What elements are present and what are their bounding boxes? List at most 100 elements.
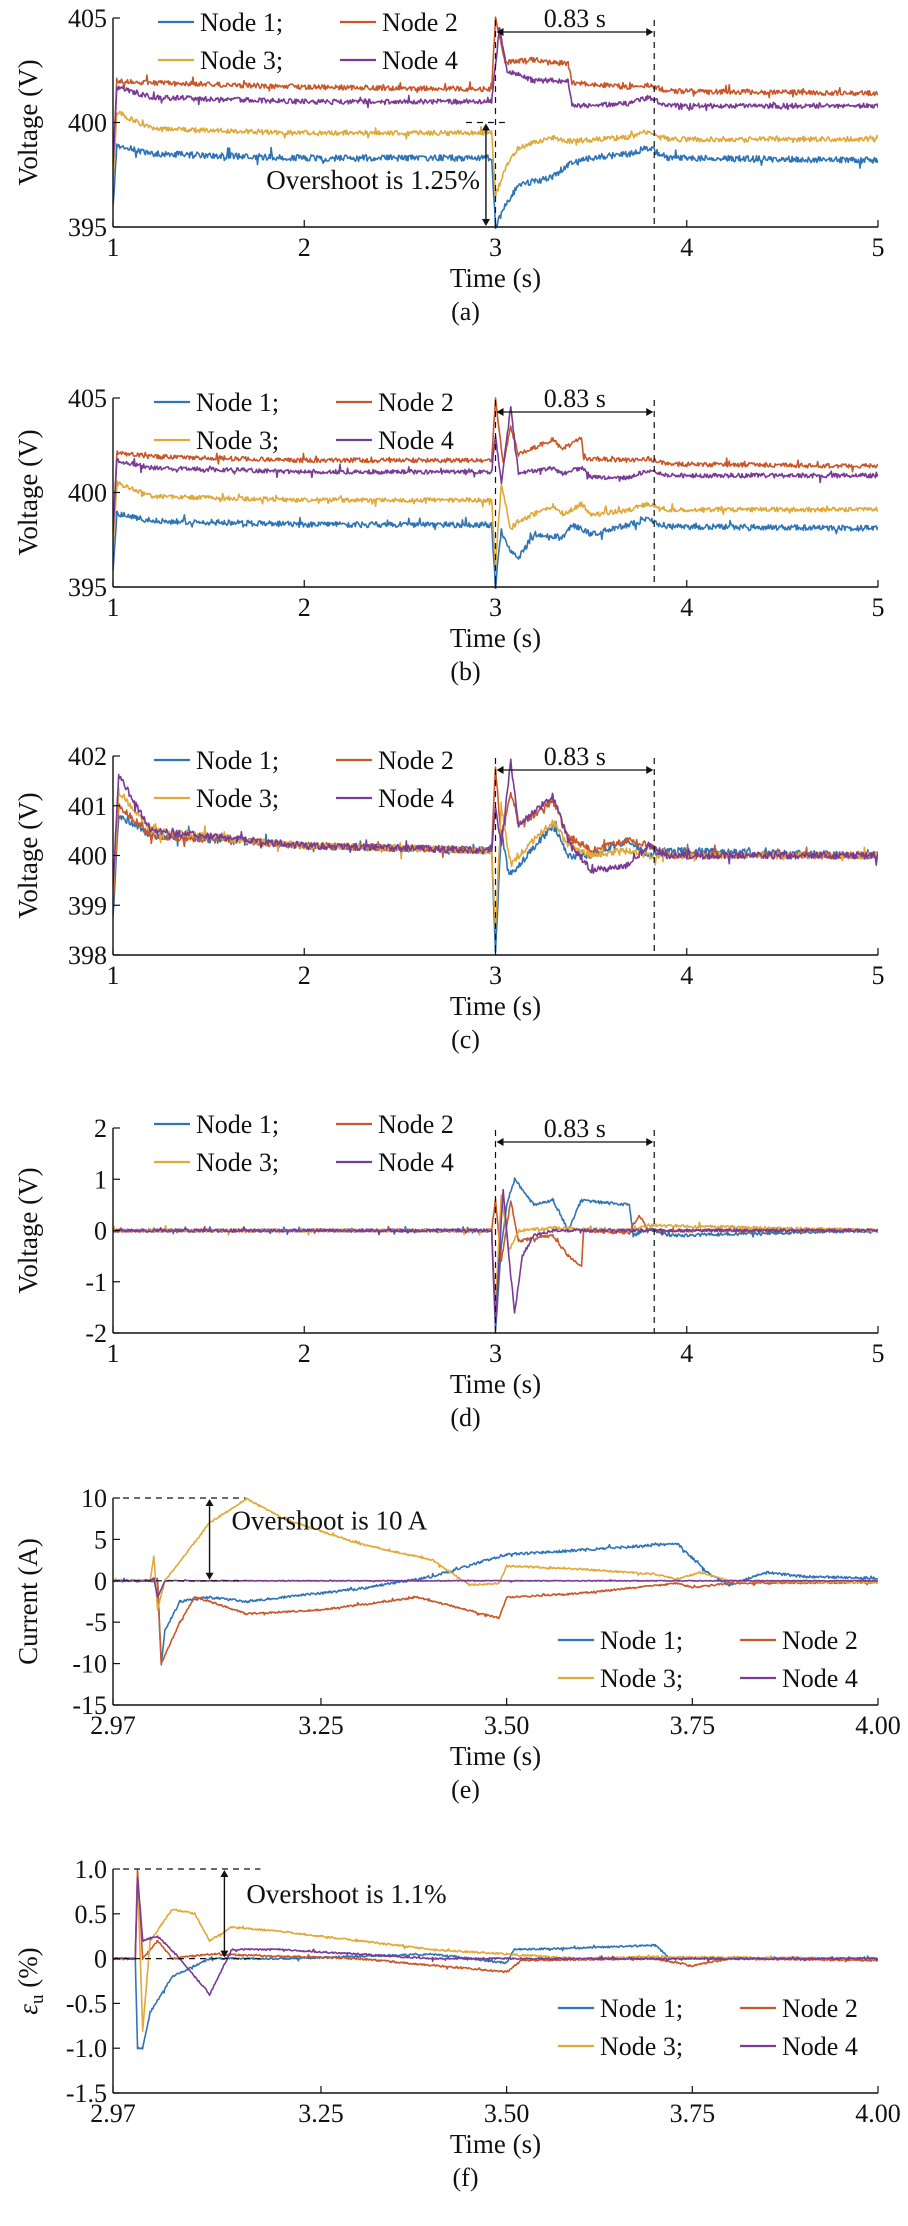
x-tick-label: 1 bbox=[107, 593, 120, 622]
x-tick-label: 3.25 bbox=[298, 2099, 344, 2128]
x-tick-label: 1 bbox=[107, 233, 120, 262]
legend-label: Node 1; bbox=[600, 1626, 683, 1655]
annotation: 0.83 s bbox=[494, 384, 655, 587]
legend: Node 1; Node 2 Node 3; Node 4 bbox=[154, 388, 454, 455]
overshoot-label: Overshoot is 1.1% bbox=[246, 1879, 446, 1909]
y-axis-label: Current (A) bbox=[13, 1538, 43, 1665]
y-tick-label: 1.0 bbox=[75, 1855, 108, 1884]
legend: Node 1; Node 2 Node 3; Node 4 bbox=[158, 8, 458, 75]
y-tick-label: 400 bbox=[68, 479, 107, 508]
x-tick-label: 3.75 bbox=[670, 2099, 716, 2128]
legend-label: Node 3; bbox=[600, 2032, 683, 2061]
legend-label: Node 1; bbox=[600, 1994, 683, 2023]
interval-label: 0.83 s bbox=[544, 384, 606, 413]
legend-label: Node 2 bbox=[378, 1110, 454, 1139]
legend-label: Node 2 bbox=[782, 1626, 858, 1655]
y-tick-label: -1.5 bbox=[66, 2079, 107, 2108]
y-tick-label: -0.5 bbox=[66, 1989, 107, 2018]
series-line-node-2 bbox=[113, 397, 878, 533]
x-axis-label: Time (s) bbox=[450, 623, 541, 653]
legend-label: Node 1; bbox=[196, 746, 279, 775]
series-line-node-4 bbox=[113, 1877, 878, 1996]
legend-label: Node 2 bbox=[378, 746, 454, 775]
legend-label: Node 4 bbox=[378, 784, 454, 813]
x-tick-label: 1 bbox=[107, 961, 120, 990]
legend: Node 1; Node 2 Node 3; Node 4 bbox=[154, 1110, 454, 1177]
overshoot-label: Overshoot is 10 A bbox=[232, 1505, 428, 1535]
y-tick-label: 2 bbox=[94, 1114, 107, 1143]
series-line-node-1 bbox=[113, 143, 878, 229]
series-line-node-4 bbox=[113, 758, 878, 886]
chart-panel-1: 1 2 3 4 5 395 400 405 Time (s) Voltage (V) (a) Node… bbox=[13, 4, 885, 326]
y-axis-label: Voltage (V) bbox=[13, 429, 43, 555]
y-tick-label: 0 bbox=[94, 1567, 107, 1596]
x-tick-label: 2 bbox=[298, 593, 311, 622]
y-tick-label: -10 bbox=[72, 1650, 107, 1679]
x-tick-label: 2 bbox=[298, 233, 311, 262]
overshoot-label: Overshoot is 1.25% bbox=[266, 165, 480, 195]
y-axis-label: Voltage (V) bbox=[13, 792, 43, 918]
chart-panel-3: 1 2 3 4 5 398 399 400 401 402 Time (s) Voltage (V) (… bbox=[13, 742, 885, 1054]
series-line-node-1 bbox=[113, 1542, 878, 1666]
y-tick-label: -15 bbox=[72, 1691, 107, 1720]
y-tick-label: 405 bbox=[68, 384, 107, 413]
x-tick-label: 4.00 bbox=[855, 1711, 901, 1740]
legend-label: Node 4 bbox=[378, 1148, 454, 1177]
chart-panel-4: 1 2 3 4 5 -2 -1 0 1 2 Time (s) Voltage (V) (d) Node 1… bbox=[13, 1110, 885, 1432]
legend-label: Node 4 bbox=[382, 46, 458, 75]
y-axis-label: Voltage (V) bbox=[13, 59, 43, 185]
interval-label: 0.83 s bbox=[544, 4, 606, 33]
y-tick-label: 0 bbox=[94, 1217, 107, 1246]
x-tick-label: 3 bbox=[489, 233, 502, 262]
x-tick-label: 5 bbox=[872, 593, 885, 622]
legend-label: Node 3; bbox=[196, 1148, 279, 1177]
legend: Node 1; Node 2 Node 3; Node 4 bbox=[154, 746, 454, 813]
x-tick-label: 3 bbox=[489, 1339, 502, 1368]
legend-label: Node 1; bbox=[196, 388, 279, 417]
y-tick-label: 0.5 bbox=[75, 1900, 108, 1929]
series-line-node-3 bbox=[113, 1877, 878, 2032]
legend-label: Node 3; bbox=[600, 1664, 683, 1693]
y-tick-label: -2 bbox=[85, 1319, 107, 1348]
x-tick-label: 5 bbox=[872, 1339, 885, 1368]
x-tick-label: 3 bbox=[489, 961, 502, 990]
x-tick-label: 1 bbox=[107, 1339, 120, 1368]
chart-panel-2: 1 2 3 4 5 395 400 405 Time (s) Voltage (V) (b) Node… bbox=[13, 384, 885, 686]
legend: Node 1; Node 2 Node 3; Node 4 bbox=[558, 1626, 858, 1693]
y-tick-label: 1 bbox=[94, 1165, 107, 1194]
x-tick-label: 3.50 bbox=[484, 2099, 530, 2128]
annotation: Overshoot is 10 A bbox=[123, 1497, 428, 1582]
series-line-node-4 bbox=[113, 1188, 878, 1324]
x-axis-label: Time (s) bbox=[450, 2129, 541, 2159]
y-tick-label: 10 bbox=[81, 1484, 107, 1513]
panel-label: (d) bbox=[450, 1403, 480, 1432]
chart-panel-6: 2.97 3.25 3.50 3.75 4.00 -1.5 -1.0 -0.5 0 0.5 1.0 T… bbox=[13, 1855, 901, 2192]
legend: Node 1; Node 2 Node 3; Node 4 bbox=[558, 1994, 858, 2061]
chart-panel-5: 2.97 3.25 3.50 3.75 4.00 -15 -10 -5 0 5 10 Time (s)… bbox=[13, 1484, 901, 1804]
panel-label: (c) bbox=[451, 1025, 480, 1054]
legend-label: Node 3; bbox=[196, 426, 279, 455]
x-tick-label: 3 bbox=[489, 593, 502, 622]
x-tick-label: 5 bbox=[872, 233, 885, 262]
x-tick-label: 2 bbox=[298, 961, 311, 990]
x-tick-label: 3.75 bbox=[670, 1711, 716, 1740]
y-tick-label: 400 bbox=[68, 842, 107, 871]
legend-label: Node 2 bbox=[382, 8, 458, 37]
interval-label: 0.83 s bbox=[544, 1114, 606, 1143]
x-axis-label: Time (s) bbox=[450, 1369, 541, 1399]
annotation: 0.83 s bbox=[494, 742, 655, 955]
y-tick-label: 401 bbox=[68, 792, 107, 821]
x-axis-label: Time (s) bbox=[450, 991, 541, 1021]
legend-label: Node 4 bbox=[782, 2032, 858, 2061]
legend-label: Node 3; bbox=[196, 784, 279, 813]
x-tick-label: 2 bbox=[298, 1339, 311, 1368]
y-axis-label: Voltage (V) bbox=[13, 1167, 43, 1293]
y-tick-label: 399 bbox=[68, 891, 107, 920]
y-tick-label: 398 bbox=[68, 941, 107, 970]
y-tick-label: 395 bbox=[68, 573, 107, 602]
panel-label: (e) bbox=[451, 1775, 480, 1804]
series-line-node-3 bbox=[113, 1497, 878, 1611]
panel-label: (f) bbox=[453, 2163, 479, 2192]
y-tick-label: 402 bbox=[68, 742, 107, 771]
